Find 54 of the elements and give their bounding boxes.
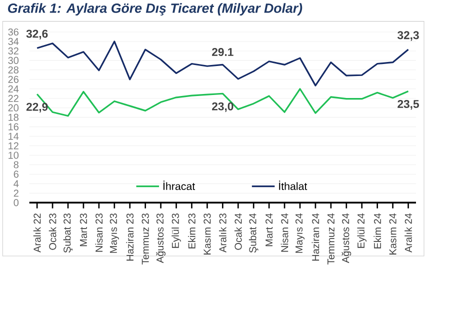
x-tick-label: Haziran 23 bbox=[126, 214, 134, 261]
x-tick-label: Mayıs 24 bbox=[295, 213, 305, 253]
x-tick-label: Ocak 23 bbox=[48, 214, 56, 250]
y-tick-label: 14 bbox=[8, 132, 19, 140]
x-tick-label: Ağustos 24 bbox=[342, 213, 352, 264]
x-tick-label: Kasım 24 bbox=[389, 213, 396, 254]
x-tick-label: Eylül 23 bbox=[172, 214, 181, 248]
x-tick-label: Ekim 23 bbox=[188, 214, 196, 248]
x-tick-label: Mayıs 23 bbox=[110, 214, 119, 253]
x-tick-label: Kasım 23 bbox=[204, 214, 211, 254]
legend-label: İhracat bbox=[163, 180, 196, 190]
x-tick-label: Şubat 24 bbox=[248, 213, 258, 253]
annotation: 32,6 bbox=[26, 30, 48, 40]
x-tick-label: Temmuz 24 bbox=[327, 213, 334, 265]
legend-label: İthalat bbox=[279, 180, 308, 190]
y-tick-label: 10 bbox=[8, 152, 19, 159]
y-tick-label: 16 bbox=[8, 123, 18, 130]
annotation: 23,5 bbox=[398, 100, 419, 110]
annotation: 22,9 bbox=[26, 102, 48, 112]
y-tick-label: 34 bbox=[8, 38, 19, 46]
x-tick-label: Temmuz 23 bbox=[142, 214, 149, 265]
y-tick-label: 24 bbox=[8, 85, 19, 92]
chart-title: Grafik 1: Aylara Göre Dış Ticaret (Milyar Dolar) bbox=[8, 3, 302, 16]
x-tick-label: Eylül 24 bbox=[357, 213, 367, 248]
x-tick-label: Haziran 24 bbox=[312, 213, 320, 261]
y-tick-label: 30 bbox=[8, 56, 19, 64]
x-tick-label: Nisan 24 bbox=[280, 213, 288, 252]
annotation: 32,3 bbox=[397, 31, 419, 41]
y-tick-label: 32 bbox=[8, 47, 18, 55]
y-tick-label: 20 bbox=[8, 104, 19, 112]
y-tick-label: 4 bbox=[14, 180, 19, 188]
annotation: 29.1 bbox=[212, 48, 234, 56]
y-tick-label: 22 bbox=[8, 94, 18, 102]
y-tick-label: 36 bbox=[8, 28, 18, 36]
x-tick-label: Aralık 24 bbox=[404, 213, 412, 252]
annotation: 23,0 bbox=[212, 102, 234, 112]
x-tick-label: Aralık 23 bbox=[219, 214, 226, 252]
line-series bbox=[36, 40, 410, 86]
x-tick-label: Ağustos 23 bbox=[156, 214, 166, 264]
x-tick-label: Aralık 22 bbox=[33, 214, 41, 252]
y-tick-label: 12 bbox=[8, 142, 18, 150]
x-tick-label: Nisan 23 bbox=[95, 214, 103, 252]
y-tick-label: 26 bbox=[8, 76, 18, 83]
y-tick-label: 2 bbox=[14, 190, 18, 197]
x-tick-label: Ocak 24 bbox=[234, 213, 242, 250]
y-tick-label: 8 bbox=[14, 161, 18, 168]
y-tick-label: 0 bbox=[14, 199, 19, 206]
x-tick-label: Mart 24 bbox=[266, 213, 273, 246]
y-tick-label: 6 bbox=[14, 170, 18, 178]
x-tick-label: Ekim 24 bbox=[374, 213, 381, 248]
y-tick-label: 28 bbox=[8, 66, 18, 74]
y-tick-label: 18 bbox=[8, 114, 18, 121]
x-tick-label: Şubat 23 bbox=[63, 214, 73, 253]
x-tick-label: Mart 23 bbox=[80, 214, 88, 246]
